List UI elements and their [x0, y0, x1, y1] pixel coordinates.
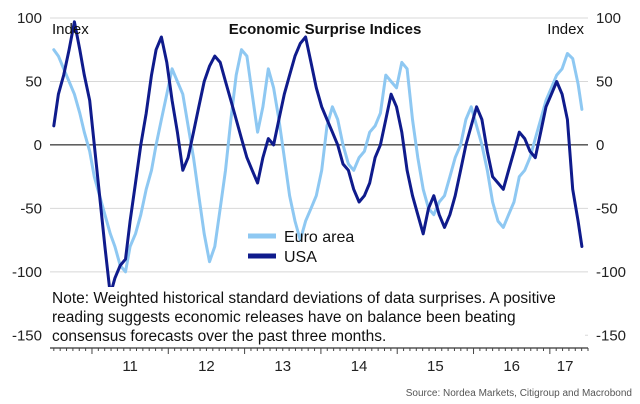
y-tick-label-left: -100 [12, 264, 42, 281]
note-line-1: Note: Weighted historical standard devia… [52, 290, 556, 307]
x-tick-label: 17 [557, 358, 574, 375]
note-line-2: reading suggests economic releases have … [52, 309, 516, 326]
note-background [50, 287, 585, 345]
y-tick-label-right: 50 [596, 73, 613, 90]
y-tick-label-right: -100 [596, 264, 626, 281]
x-tick-label: 14 [351, 358, 368, 375]
note-text: Note: Weighted historical standard devia… [52, 290, 560, 345]
series-line-euro-area [52, 48, 584, 274]
y-tick-label-right: -50 [596, 200, 618, 217]
y-tick-label-left: 100 [17, 10, 42, 27]
y-axis-right: 100 50 0 -50 -100 -150 [596, 10, 626, 344]
x-tick-label: 13 [274, 358, 291, 375]
legend-label-usa: USA [284, 249, 317, 266]
chart-title: Economic Surprise Indices [229, 21, 422, 38]
y-tick-label-right: 100 [596, 10, 621, 27]
x-tick-label: 15 [427, 358, 444, 375]
x-tick-label: 12 [198, 358, 215, 375]
y-tick-label-right: 0 [596, 137, 604, 154]
chart-note: Note: Weighted historical standard devia… [50, 287, 585, 345]
x-axis-minor-ticks [53, 348, 589, 354]
y-tick-label-right: -150 [596, 327, 626, 344]
x-axis: 11 12 13 14 15 16 17 [122, 358, 573, 375]
y-tick-label-left: -150 [12, 327, 42, 344]
x-tick-label: 16 [503, 358, 520, 375]
left-axis-unit: Index [52, 21, 89, 38]
y-tick-label-left: 50 [25, 73, 42, 90]
legend: Euro area USA [248, 229, 354, 266]
note-line-3: consensus forecasts over the past three … [52, 328, 386, 345]
y-tick-label-left: 0 [34, 137, 42, 154]
source-text: Source: Nordea Markets, Citigroup and Ma… [406, 388, 632, 399]
legend-label-euro-area: Euro area [284, 229, 354, 246]
y-axis-left: 100 50 0 -50 -100 -150 [12, 10, 42, 344]
series-line-usa [52, 20, 584, 297]
y-tick-label-left: -50 [20, 200, 42, 217]
series-layer [52, 20, 584, 297]
right-axis-unit: Index [547, 21, 584, 38]
x-tick-label: 11 [122, 358, 138, 375]
